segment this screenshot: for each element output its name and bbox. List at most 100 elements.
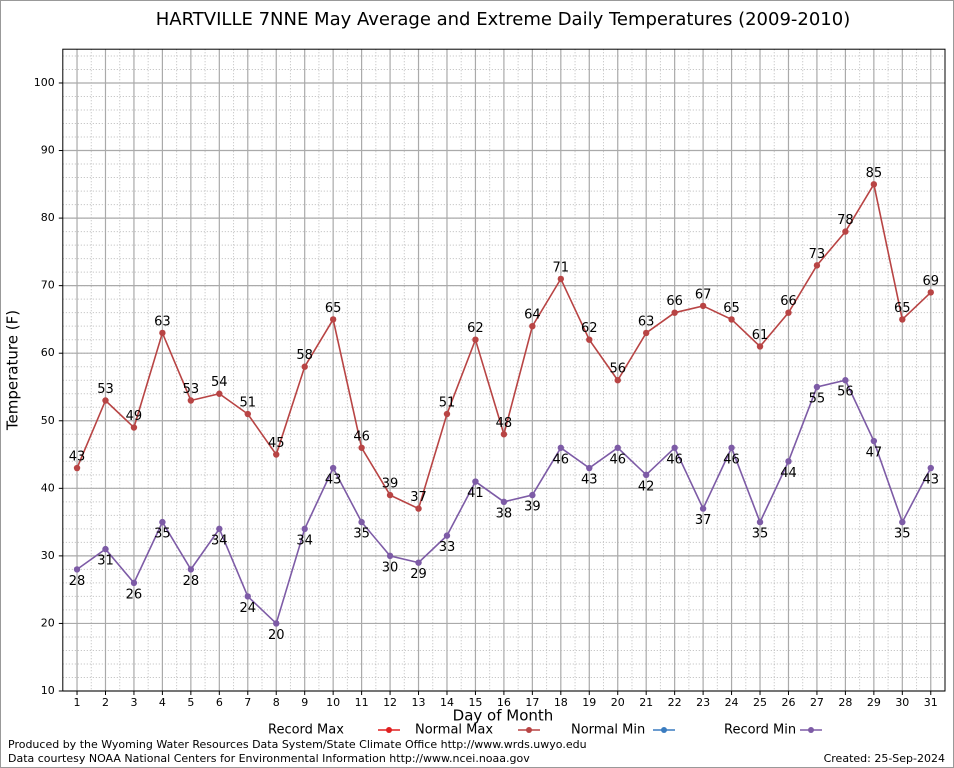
legend-label: Record Min [724, 723, 796, 738]
x-tick-label: 27 [810, 696, 824, 709]
data-label: 66 [780, 294, 797, 309]
plot-border [62, 48, 946, 692]
footer-text: Data courtesy NOAA National Centers for … [8, 752, 530, 765]
data-point [785, 458, 792, 465]
y-tick-label: 100 [34, 76, 55, 89]
data-point [785, 309, 792, 316]
data-point [102, 397, 109, 404]
legend-marker [808, 727, 814, 733]
data-label: 46 [723, 452, 740, 467]
data-label: 67 [695, 287, 712, 302]
data-label: 51 [240, 396, 257, 411]
y-tick-label: 40 [41, 481, 55, 494]
x-tick-label: 4 [159, 696, 166, 709]
y-tick-label: 10 [41, 684, 55, 697]
data-point [415, 559, 422, 566]
data-label: 46 [353, 429, 370, 444]
data-label: 46 [553, 452, 570, 467]
data-point [187, 566, 195, 573]
data-label: 46 [666, 452, 683, 467]
legend-marker [386, 727, 392, 733]
x-tick-label: 29 [867, 696, 881, 709]
data-point [529, 491, 536, 499]
data-label: 65 [723, 301, 740, 316]
data-label: 28 [183, 574, 200, 589]
data-label: 34 [296, 533, 313, 548]
data-label: 51 [439, 396, 456, 411]
data-point [159, 329, 166, 337]
data-point [586, 464, 593, 472]
data-point [386, 552, 394, 560]
data-point [870, 437, 878, 445]
x-axis-label: Day of Month [453, 707, 554, 725]
data-label: 35 [154, 527, 171, 542]
data-point [73, 464, 81, 472]
data-point [927, 289, 934, 296]
data-point [699, 505, 707, 512]
data-label: 43 [69, 450, 86, 465]
data-point [415, 505, 422, 512]
data-label: 37 [695, 513, 712, 528]
legend-label: Normal Min [571, 723, 645, 738]
legend-marker [526, 727, 532, 733]
data-label: 48 [496, 416, 513, 431]
data-point [358, 518, 365, 526]
x-tick-label: 12 [383, 696, 397, 709]
x-tick-label: 28 [838, 696, 852, 709]
x-tick-label: 23 [696, 696, 710, 709]
legend-label: Record Max [268, 723, 344, 738]
data-point [301, 363, 308, 370]
data-label: 69 [922, 274, 939, 289]
data-point [386, 491, 394, 499]
x-tick-label: 16 [497, 696, 511, 709]
data-label: 58 [296, 348, 313, 363]
data-point [842, 377, 849, 384]
data-point [699, 302, 707, 310]
data-label: 62 [581, 321, 598, 336]
x-tick-label: 26 [781, 696, 795, 709]
x-tick-label: 15 [468, 696, 482, 709]
data-label: 33 [439, 540, 456, 555]
data-label: 73 [809, 247, 826, 262]
legend-label: Normal Max [415, 723, 493, 738]
data-point [842, 228, 849, 235]
data-point [642, 471, 650, 479]
data-label: 43 [581, 473, 598, 488]
data-label: 49 [126, 409, 143, 424]
x-tick-label: 9 [301, 696, 308, 709]
data-point [500, 498, 508, 506]
x-tick-label: 20 [611, 696, 625, 709]
data-point [557, 444, 565, 451]
data-point [927, 464, 934, 472]
x-tick-label: 18 [554, 696, 568, 709]
data-label: 53 [97, 382, 114, 397]
y-tick-label: 60 [41, 346, 55, 359]
data-label: 41 [467, 486, 484, 501]
data-label: 34 [211, 533, 228, 548]
data-point [159, 518, 166, 526]
data-label: 35 [353, 527, 370, 542]
x-tick-label: 30 [895, 696, 909, 709]
data-label: 30 [382, 560, 399, 575]
data-label: 39 [382, 477, 399, 492]
data-label: 38 [496, 506, 513, 521]
data-point [329, 464, 337, 472]
data-point [899, 316, 906, 323]
data-label: 71 [553, 260, 570, 275]
data-point [130, 424, 138, 431]
x-tick-label: 25 [753, 696, 767, 709]
data-point [244, 593, 251, 600]
data-point [756, 518, 764, 526]
x-tick-label: 7 [244, 696, 251, 709]
x-tick-label: 13 [412, 696, 426, 709]
data-point [899, 518, 906, 526]
data-label: 78 [837, 213, 854, 228]
data-label: 35 [894, 527, 911, 542]
data-label: 26 [126, 587, 143, 602]
data-label: 46 [609, 452, 626, 467]
data-point [329, 316, 337, 323]
data-label: 28 [69, 574, 86, 589]
data-point [358, 444, 365, 451]
data-label: 63 [638, 314, 655, 329]
